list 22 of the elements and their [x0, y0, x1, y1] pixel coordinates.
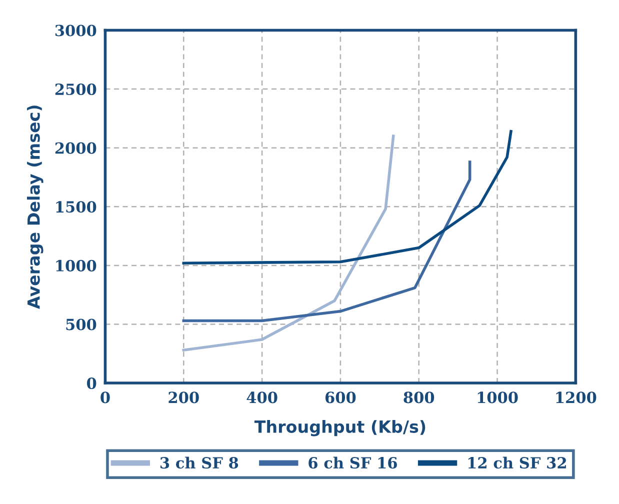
x-axis-title: Throughput (Kb/s): [254, 420, 426, 436]
legend-label: 3 ch SF 8: [160, 456, 238, 469]
y-tick-label: 2500: [55, 84, 96, 96]
x-tick-label: 1000: [478, 392, 518, 404]
line-series: [182, 134, 395, 352]
y-tick-label: 1500: [56, 201, 96, 213]
x-tick-label: 1200: [556, 392, 596, 404]
y-tick-label: 500: [66, 318, 96, 330]
y-tick-label: 0: [86, 378, 96, 390]
legend-label: 6 ch SF 16: [308, 456, 397, 469]
x-tick-label: 200: [168, 392, 199, 404]
y-axis-title: Average Delay (msec): [27, 106, 44, 310]
line-series: [182, 160, 472, 322]
x-tick-label: 800: [404, 392, 434, 404]
y-tick-label: 3000: [55, 24, 96, 36]
line-series: [182, 130, 512, 264]
x-tick-label: 600: [325, 392, 356, 404]
legend-label: 12 ch SF 32: [468, 456, 566, 469]
x-tick-label: 400: [246, 392, 278, 404]
y-tick-label: 1000: [56, 260, 96, 272]
x-tick-label: 0: [100, 392, 110, 404]
y-tick-label: 2000: [55, 142, 96, 154]
